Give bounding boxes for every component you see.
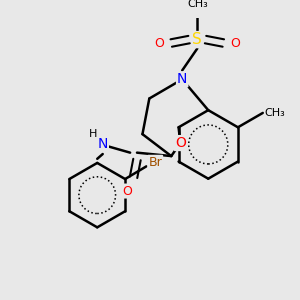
Text: O: O	[122, 184, 132, 197]
Text: H: H	[89, 129, 97, 139]
Text: N: N	[98, 137, 108, 151]
Text: O: O	[155, 37, 164, 50]
Text: Br: Br	[148, 156, 162, 169]
Text: O: O	[230, 37, 240, 50]
Text: O: O	[175, 136, 186, 150]
Text: CH₃: CH₃	[187, 0, 208, 9]
Text: CH₃: CH₃	[265, 108, 286, 118]
Text: N: N	[177, 72, 188, 86]
Text: S: S	[192, 32, 202, 47]
